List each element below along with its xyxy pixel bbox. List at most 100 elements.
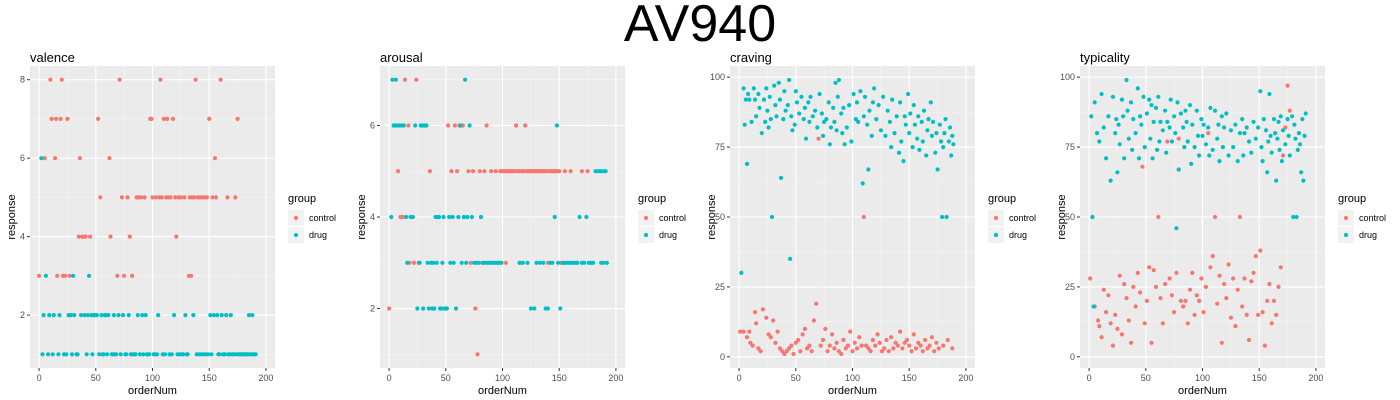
data-point-drug bbox=[465, 214, 470, 220]
data-point-control bbox=[76, 234, 81, 239]
data-point-control bbox=[875, 332, 880, 337]
data-point-drug bbox=[1291, 214, 1296, 220]
y-axis-title: response bbox=[706, 194, 718, 239]
data-point-drug bbox=[1228, 128, 1233, 133]
data-point-drug bbox=[413, 123, 418, 128]
data-point-drug bbox=[169, 352, 174, 357]
panel-craving: craving 0 50 100 150 200 0 25 50 75 100 orderNum res… bbox=[700, 0, 1050, 400]
data-point-control bbox=[923, 337, 928, 343]
data-point-drug bbox=[601, 260, 606, 265]
data-point-drug bbox=[520, 260, 525, 265]
data-point-drug bbox=[228, 313, 233, 318]
data-point-control bbox=[1246, 337, 1252, 343]
data-point-drug bbox=[1244, 125, 1249, 130]
data-point-drug bbox=[944, 214, 949, 220]
data-point-control bbox=[1278, 265, 1283, 270]
data-point-control bbox=[758, 349, 763, 354]
data-point-drug bbox=[1251, 119, 1256, 124]
data-point-drug bbox=[1265, 170, 1270, 175]
data-point-drug bbox=[920, 139, 925, 144]
data-point-control bbox=[818, 343, 823, 348]
data-point-control bbox=[850, 349, 855, 354]
data-point-control bbox=[1115, 326, 1120, 331]
series-drug bbox=[739, 77, 956, 275]
data-point-drug bbox=[1210, 147, 1215, 152]
data-point-drug bbox=[906, 91, 911, 97]
x-tick-label: 100 bbox=[845, 373, 860, 383]
data-point-drug bbox=[866, 167, 871, 172]
data-point-drug bbox=[1151, 119, 1156, 124]
data-point-control bbox=[796, 337, 801, 343]
data-point-drug bbox=[1174, 226, 1179, 231]
data-point-drug bbox=[1220, 145, 1225, 150]
data-point-drug bbox=[1197, 153, 1202, 158]
data-point-drug bbox=[761, 97, 767, 102]
data-point-drug bbox=[911, 103, 916, 108]
data-point-drug bbox=[768, 117, 773, 122]
data-point-drug bbox=[116, 313, 121, 318]
y-tick-label: 8 bbox=[20, 75, 25, 85]
data-point-drug bbox=[917, 147, 922, 152]
data-point-drug bbox=[908, 111, 913, 116]
data-point-control bbox=[402, 77, 408, 82]
data-point-control bbox=[1108, 321, 1113, 326]
data-point-drug bbox=[1115, 170, 1120, 175]
data-point-control bbox=[861, 214, 866, 220]
data-point-control bbox=[159, 195, 164, 200]
data-point-drug bbox=[86, 273, 92, 278]
data-point-control bbox=[877, 340, 882, 345]
legend-key-drug bbox=[993, 232, 999, 238]
data-point-drug bbox=[124, 352, 129, 357]
data-point-drug bbox=[246, 313, 251, 318]
data-point-control bbox=[1178, 298, 1183, 303]
x-tick-label: 50 bbox=[1141, 373, 1151, 383]
data-point-control bbox=[1199, 276, 1204, 281]
data-point-drug bbox=[525, 260, 530, 265]
data-point-control bbox=[55, 273, 60, 278]
data-point-control bbox=[1206, 131, 1211, 136]
data-point-control bbox=[1099, 335, 1104, 340]
data-point-control bbox=[754, 321, 759, 326]
data-point-drug bbox=[1147, 97, 1152, 102]
data-point-control bbox=[834, 340, 839, 345]
legend-label-control: control bbox=[1359, 213, 1386, 223]
data-point-drug bbox=[469, 214, 474, 220]
data-point-drug bbox=[799, 94, 804, 99]
data-point-control bbox=[192, 195, 197, 200]
data-point-drug bbox=[1219, 114, 1224, 119]
data-point-drug bbox=[436, 214, 442, 220]
data-point-drug bbox=[739, 270, 744, 275]
data-point-control bbox=[889, 335, 894, 340]
data-point-control bbox=[1244, 312, 1249, 317]
data-point-drug bbox=[120, 313, 126, 318]
data-point-control bbox=[125, 195, 130, 200]
data-point-drug bbox=[434, 260, 439, 265]
data-point-control bbox=[898, 329, 903, 334]
data-point-control bbox=[161, 116, 166, 121]
data-point-drug bbox=[899, 139, 904, 144]
data-point-drug bbox=[841, 105, 846, 110]
data-point-drug bbox=[105, 352, 110, 357]
data-point-drug bbox=[528, 306, 533, 311]
data-point-drug bbox=[39, 156, 44, 161]
data-point-control bbox=[58, 116, 63, 121]
data-point-control bbox=[1271, 298, 1277, 303]
data-point-drug bbox=[463, 77, 468, 82]
data-point-drug bbox=[916, 114, 921, 119]
data-point-control bbox=[852, 340, 857, 345]
legend-title: group bbox=[1338, 193, 1366, 205]
data-point-control bbox=[895, 343, 900, 348]
legend-key-control bbox=[293, 215, 299, 221]
data-point-control bbox=[800, 332, 805, 337]
data-point-drug bbox=[1157, 139, 1162, 144]
data-point-drug bbox=[808, 94, 813, 99]
data-point-drug bbox=[774, 114, 779, 119]
data-point-drug bbox=[820, 133, 826, 138]
data-point-drug bbox=[925, 128, 930, 133]
data-point-drug bbox=[856, 119, 861, 124]
data-point-control bbox=[153, 195, 158, 200]
data-point-drug bbox=[591, 260, 596, 265]
data-point-control bbox=[1149, 340, 1154, 345]
x-tick-label: 0 bbox=[1087, 373, 1092, 383]
data-point-drug bbox=[921, 108, 927, 113]
